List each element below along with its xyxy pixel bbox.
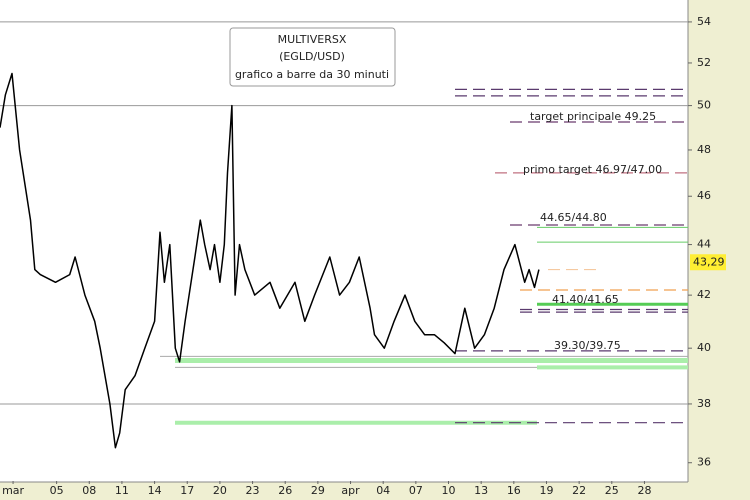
y-tick-label: 50	[697, 99, 711, 112]
chart-title: MULTIVERSX	[278, 33, 347, 46]
x-tick-label: 05	[50, 484, 64, 497]
y-tick-label: 48	[697, 143, 711, 156]
price-line	[0, 72, 540, 449]
annotation: 41.40/41.65	[552, 293, 619, 306]
x-tick-label: 22	[572, 484, 586, 497]
x-tick-label: 04	[376, 484, 390, 497]
x-tick-label: 14	[148, 484, 162, 497]
title-box	[229, 27, 396, 87]
y-tick-label: 52	[697, 56, 711, 69]
y-tick-label: 46	[697, 189, 711, 202]
y-tick-label: 54	[697, 15, 711, 28]
x-tick-label: 23	[246, 484, 260, 497]
y-tick-label: 42	[697, 288, 711, 301]
y-tick-label: 44	[697, 238, 711, 251]
x-tick-label: 19	[539, 484, 553, 497]
y-tick-label: 40	[697, 341, 711, 354]
y-tick-label: 36	[697, 456, 711, 469]
x-tick-label: apr	[341, 484, 360, 497]
x-tick-label: 20	[213, 484, 227, 497]
x-tick-label: 16	[507, 484, 521, 497]
x-tick-label: 07	[409, 484, 423, 497]
x-tick-label: 29	[311, 484, 325, 497]
levels	[0, 21, 688, 425]
x-tick-label: 25	[605, 484, 619, 497]
series	[0, 72, 540, 449]
annotation: primo target 46.97/47.00	[523, 163, 662, 176]
x-tick-label: 08	[82, 484, 96, 497]
annotation: 39.30/39.75	[554, 339, 621, 352]
x-tick-label: 10	[442, 484, 456, 497]
x-tick-label: 13	[474, 484, 488, 497]
x-tick-label: 28	[637, 484, 651, 497]
last-price-label: 43,29	[693, 255, 725, 268]
y-tick-label: 38	[697, 397, 711, 410]
last-price-tag	[690, 254, 726, 271]
x-axis-area	[0, 482, 750, 500]
x-tick-label: 17	[180, 484, 194, 497]
chart-subtitle: (EGLD/USD)	[279, 50, 345, 63]
x-tick-label: 26	[278, 484, 292, 497]
x-tick-label: 11	[115, 484, 129, 497]
y-axis-area	[688, 0, 750, 500]
x-tick-label: mar	[2, 484, 24, 497]
annotation: target principale 49.25	[530, 110, 656, 123]
annotation: 44.65/44.80	[540, 211, 607, 224]
chart-subtitle: grafico a barre da 30 minuti	[235, 68, 389, 81]
